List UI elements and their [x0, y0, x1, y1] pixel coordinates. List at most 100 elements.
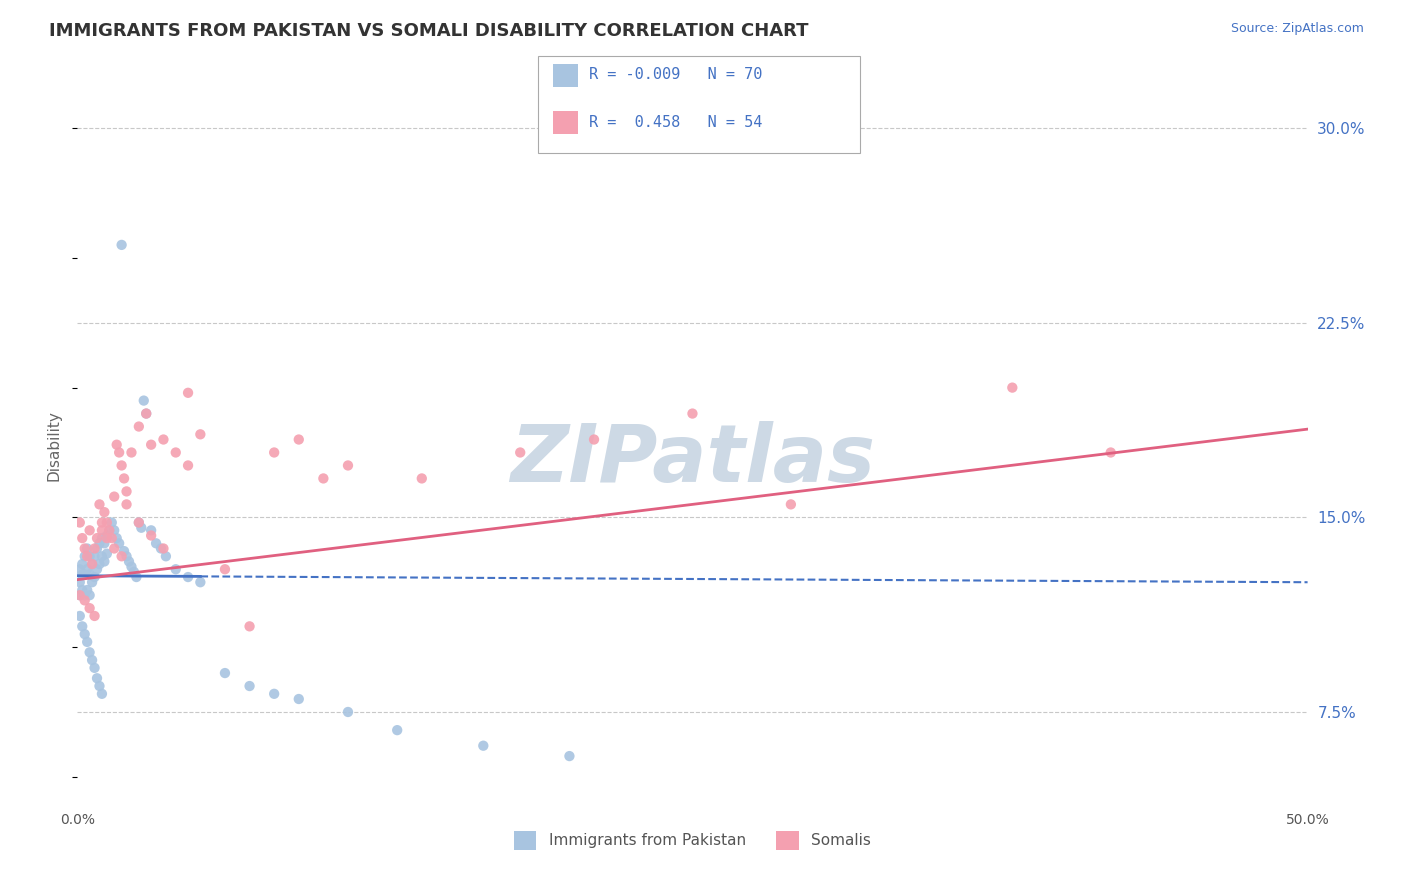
Point: [69, 562, 91, 576]
Point: [79, 549, 101, 564]
Point: [76, 582, 98, 597]
Point: [115, 497, 138, 511]
Point: [86, 531, 108, 545]
Point: [128, 516, 150, 530]
Point: [111, 549, 132, 564]
Point: [129, 521, 153, 535]
Point: [165, 562, 187, 576]
Point: [288, 692, 311, 706]
Point: [90, 687, 114, 701]
Point: [89, 679, 111, 693]
Point: [115, 549, 138, 564]
Y-axis label: Disability: Disability: [46, 410, 62, 482]
Point: [83, 609, 105, 624]
Point: [90, 516, 114, 530]
Point: [1099, 445, 1122, 459]
Point: [411, 471, 433, 485]
Point: [177, 570, 200, 584]
Point: [69, 588, 91, 602]
Point: [82, 653, 104, 667]
Point: [98, 524, 121, 538]
Point: [135, 407, 157, 421]
Point: [101, 516, 124, 530]
Point: [141, 524, 163, 538]
Point: [288, 433, 311, 447]
Point: [509, 445, 531, 459]
Legend: Immigrants from Pakistan, Somalis: Immigrants from Pakistan, Somalis: [508, 825, 877, 855]
Point: [73, 567, 96, 582]
Point: [101, 531, 124, 545]
Point: [70, 557, 93, 571]
Point: [135, 407, 157, 421]
Point: [125, 570, 148, 584]
Point: [132, 393, 155, 408]
Point: [89, 557, 111, 571]
Point: [105, 531, 128, 545]
Point: [82, 575, 104, 590]
Point: [312, 471, 335, 485]
Point: [263, 445, 285, 459]
Point: [86, 671, 108, 685]
Point: [103, 524, 125, 538]
Point: [73, 541, 96, 556]
Point: [128, 419, 150, 434]
Point: [150, 541, 173, 556]
Point: [82, 557, 104, 571]
Point: [96, 531, 118, 545]
Point: [165, 445, 187, 459]
Point: [121, 559, 143, 574]
Point: [121, 445, 143, 459]
Point: [337, 458, 360, 473]
Point: [337, 705, 360, 719]
Point: [79, 601, 101, 615]
Point: [1001, 381, 1024, 395]
Point: [239, 619, 262, 633]
Point: [76, 549, 98, 564]
Point: [145, 536, 167, 550]
Point: [89, 497, 111, 511]
Point: [76, 635, 98, 649]
Point: [79, 588, 101, 602]
Text: ZIPatlas: ZIPatlas: [510, 421, 875, 500]
Point: [70, 582, 93, 597]
Point: [128, 516, 150, 530]
Point: [70, 619, 93, 633]
Point: [96, 528, 118, 542]
Point: [98, 524, 121, 538]
Point: [83, 541, 105, 556]
Point: [83, 661, 105, 675]
Point: [86, 541, 108, 556]
Point: [108, 445, 131, 459]
Point: [214, 666, 236, 681]
Point: [76, 541, 98, 556]
Point: [141, 528, 163, 542]
Point: [73, 588, 96, 602]
Point: [89, 536, 111, 550]
Point: [214, 562, 236, 576]
Point: [583, 433, 606, 447]
Point: [105, 438, 128, 452]
Point: [118, 554, 141, 568]
Point: [96, 516, 118, 530]
Point: [177, 385, 200, 400]
Point: [83, 570, 105, 584]
Point: [79, 567, 101, 582]
Point: [83, 549, 105, 564]
Point: [69, 516, 91, 530]
Point: [108, 536, 131, 550]
Point: [155, 549, 177, 564]
Point: [263, 687, 285, 701]
Text: R =  0.458   N = 54: R = 0.458 N = 54: [589, 115, 762, 129]
Point: [90, 531, 114, 545]
Point: [69, 575, 91, 590]
Point: [111, 458, 132, 473]
Point: [239, 679, 262, 693]
Point: [69, 588, 91, 602]
Point: [96, 547, 118, 561]
Point: [90, 549, 114, 564]
Point: [112, 544, 135, 558]
Point: [103, 490, 125, 504]
Text: R = -0.009   N = 70: R = -0.009 N = 70: [589, 67, 762, 81]
Text: Source: ZipAtlas.com: Source: ZipAtlas.com: [1230, 22, 1364, 36]
Point: [76, 562, 98, 576]
